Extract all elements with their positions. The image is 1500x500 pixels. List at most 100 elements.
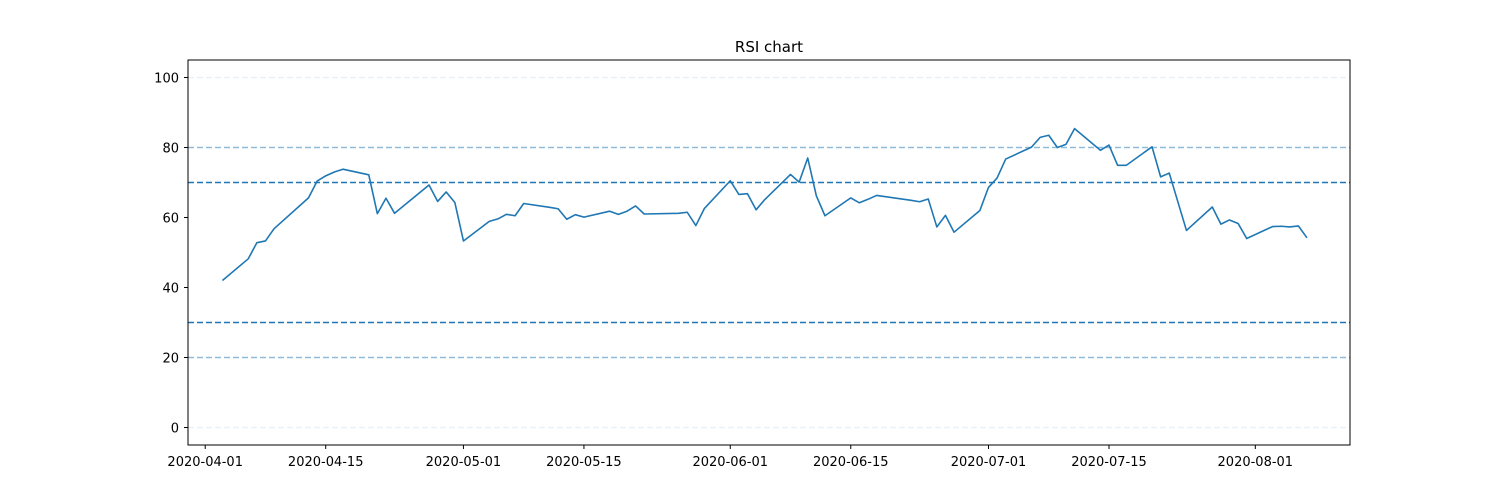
y-tick-label: 40 xyxy=(162,282,179,297)
y-tick-label: 80 xyxy=(162,142,179,157)
data-point xyxy=(377,213,379,215)
data-point xyxy=(575,214,577,216)
data-point xyxy=(334,171,336,173)
data-point xyxy=(919,201,921,203)
data-point xyxy=(867,199,869,201)
data-point xyxy=(514,215,516,217)
data-point xyxy=(488,221,490,223)
data-point xyxy=(463,240,465,242)
data-point xyxy=(1125,165,1127,167)
data-point xyxy=(755,209,757,211)
data-point xyxy=(247,258,249,260)
plot-frame xyxy=(187,59,1351,446)
data-point xyxy=(1229,219,1231,221)
data-point xyxy=(549,207,551,209)
data-point xyxy=(368,174,370,176)
data-point xyxy=(1289,226,1291,228)
data-point xyxy=(626,210,628,212)
data-point xyxy=(557,208,559,210)
data-point xyxy=(643,213,645,215)
data-point xyxy=(747,193,749,195)
data-point xyxy=(859,202,861,204)
data-point xyxy=(265,240,267,242)
x-tick-label: 2020-06-01 xyxy=(692,455,768,470)
x-tick-label: 2020-06-15 xyxy=(813,455,889,470)
y-tick-label: 100 xyxy=(154,72,179,87)
data-point xyxy=(1039,137,1041,139)
data-point xyxy=(325,175,327,177)
chart-title: RSI chart xyxy=(735,38,803,56)
data-point xyxy=(807,157,809,159)
data-point xyxy=(850,197,852,199)
data-point xyxy=(1272,226,1274,228)
data-point xyxy=(1246,238,1248,240)
data-point xyxy=(704,208,706,210)
data-point xyxy=(273,228,275,230)
data-point xyxy=(1108,144,1110,146)
data-point xyxy=(256,242,258,244)
y-tick-label: 20 xyxy=(162,352,179,367)
data-point xyxy=(635,205,637,207)
x-tick-label: 2020-08-01 xyxy=(1218,455,1294,470)
data-point xyxy=(953,231,955,233)
data-point xyxy=(342,168,344,170)
data-point xyxy=(583,216,585,218)
data-point xyxy=(222,280,224,282)
series-layer xyxy=(221,127,1308,282)
data-point xyxy=(816,195,818,197)
rsi-series-line xyxy=(221,127,1308,282)
data-point xyxy=(454,202,456,204)
data-point xyxy=(1298,225,1300,227)
data-point xyxy=(618,214,620,216)
x-tick-label: 2020-05-15 xyxy=(546,455,622,470)
data-point xyxy=(996,177,998,179)
data-point xyxy=(936,226,938,228)
data-point xyxy=(385,197,387,199)
data-point xyxy=(1057,147,1059,149)
data-point xyxy=(695,225,697,227)
data-point xyxy=(1031,146,1033,148)
data-point xyxy=(445,191,447,193)
data-point xyxy=(824,215,826,217)
x-axis: 2020-04-01 2020-04-15 2020-05-01 2020-05-15… xyxy=(167,445,1293,470)
x-tick-label: 2020-05-01 xyxy=(426,455,502,470)
reference-lines xyxy=(188,76,1350,429)
data-point xyxy=(729,180,731,182)
data-point xyxy=(1151,146,1153,148)
x-tick-label: 2020-07-15 xyxy=(1071,455,1147,470)
data-point xyxy=(798,181,800,183)
y-axis: 0 20 40 60 80 100 xyxy=(154,72,188,437)
data-point xyxy=(497,218,499,220)
data-point xyxy=(1117,165,1119,167)
y-tick-label: 60 xyxy=(162,212,179,227)
data-point xyxy=(876,195,878,197)
data-point xyxy=(1074,128,1076,130)
data-point xyxy=(945,215,947,217)
data-point xyxy=(686,211,688,213)
data-point xyxy=(566,218,568,220)
data-point xyxy=(437,201,439,203)
x-tick-label: 2020-07-01 xyxy=(951,455,1027,470)
data-point xyxy=(316,180,318,182)
data-point xyxy=(394,213,396,215)
data-point xyxy=(1065,144,1067,146)
data-point xyxy=(988,187,990,189)
data-point xyxy=(738,194,740,196)
data-point xyxy=(1306,237,1308,239)
data-point xyxy=(1220,223,1222,225)
data-point xyxy=(1168,172,1170,174)
data-point xyxy=(678,213,680,215)
data-point xyxy=(428,184,430,186)
data-point xyxy=(1100,150,1102,152)
data-point xyxy=(1186,230,1188,232)
data-point xyxy=(979,210,981,212)
data-point xyxy=(910,200,912,202)
x-tick-label: 2020-04-01 xyxy=(167,455,243,470)
x-tick-label: 2020-04-15 xyxy=(288,455,364,470)
data-point xyxy=(308,197,310,199)
data-point xyxy=(506,214,508,216)
data-point xyxy=(1005,158,1007,160)
data-point xyxy=(1280,225,1282,227)
